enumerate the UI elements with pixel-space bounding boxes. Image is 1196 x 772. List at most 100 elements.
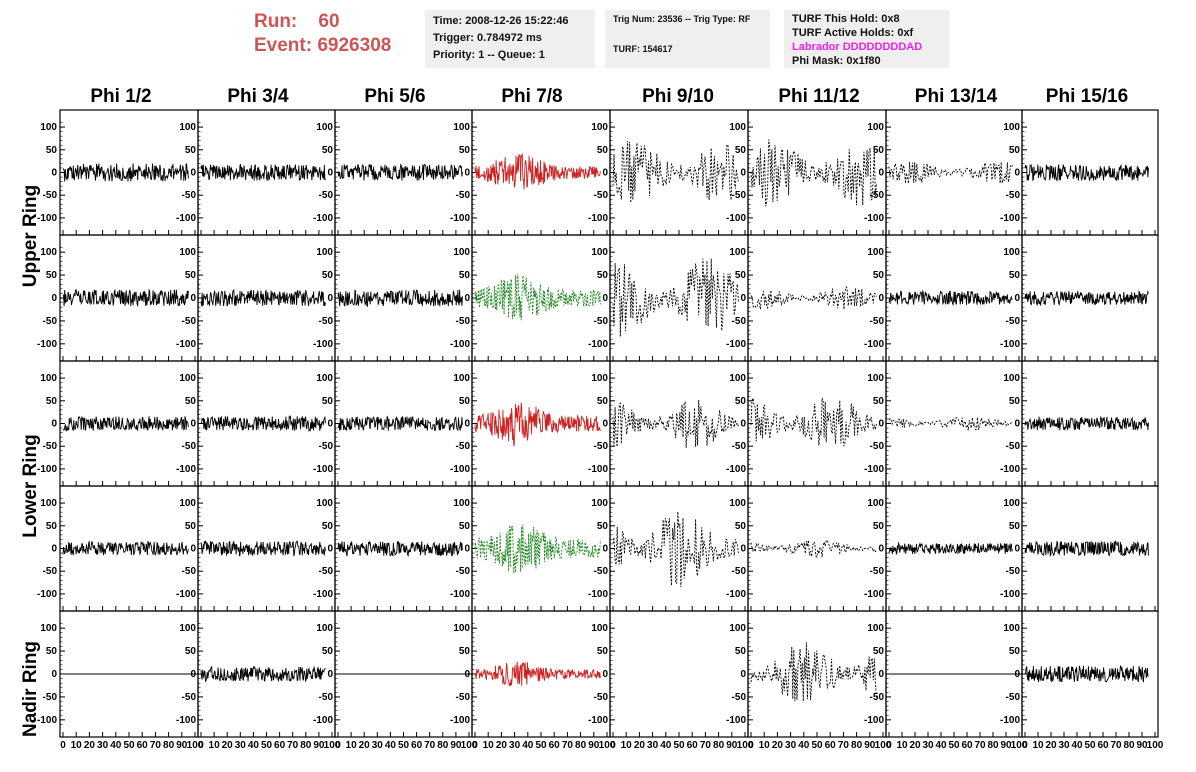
time-text: Time: 2008-12-26 15:22:46 — [433, 15, 569, 27]
y-tick-label: 50 — [735, 145, 747, 156]
panel-1-0: -100 -50 0 50 100 — [37, 234, 199, 362]
y-tick-label: -50 — [456, 692, 471, 703]
y-tick-label: 100 — [179, 498, 196, 509]
y-tick-label: 50 — [322, 521, 334, 532]
x-tick-label: 70 — [700, 740, 712, 751]
panel-0-7: -100 -50 0 50 100 — [1000, 109, 1159, 236]
x-tick-label: 30 — [785, 740, 797, 751]
x-tick-label: 100 — [1011, 740, 1028, 751]
y-tick-label: 0 — [602, 419, 608, 430]
waveform-line — [474, 153, 601, 190]
y-tick-label: -100 — [864, 339, 884, 350]
x-tick-label: 20 — [772, 740, 784, 751]
y-tick-label: 50 — [459, 396, 471, 407]
y-tick-label: -50 — [319, 441, 334, 452]
y-tick-label: -50 — [594, 190, 609, 201]
y-tick-label: -100 — [726, 589, 746, 600]
y-tick-label: -50 — [732, 692, 747, 703]
y-tick-label: 50 — [597, 646, 609, 657]
y-tick-label: 100 — [591, 247, 608, 258]
y-tick-label: 100 — [40, 247, 57, 258]
x-tick-label: 30 — [97, 740, 109, 751]
x-tick-label: 50 — [398, 740, 410, 751]
y-tick-label: 0 — [602, 669, 608, 680]
y-tick-label: 100 — [867, 623, 884, 634]
y-tick-label: 100 — [453, 498, 470, 509]
x-tick-label: 90 — [176, 740, 188, 751]
y-tick-label: -100 — [37, 339, 57, 350]
event-value: 6926308 — [317, 35, 392, 56]
y-tick-label: 100 — [453, 247, 470, 258]
y-tick-label: 50 — [185, 521, 197, 532]
y-tick-label: -50 — [870, 566, 885, 577]
y-tick-label: -100 — [176, 715, 196, 726]
panel-2-3: -100 -50 0 50 100 — [450, 360, 611, 487]
x-tick-label: 60 — [825, 740, 837, 751]
y-tick-label: 0 — [464, 293, 470, 304]
y-tick-label: 50 — [873, 646, 885, 657]
x-tick-label: 100 — [187, 740, 204, 751]
x-tick-label: 80 — [851, 740, 863, 751]
x-tick-label: 0 — [610, 740, 616, 751]
x-tick-label: 50 — [535, 740, 547, 751]
x-tick-label: 80 — [163, 740, 175, 751]
waveform-line — [750, 539, 877, 559]
y-tick-label: 100 — [453, 373, 470, 384]
y-tick-label: 100 — [316, 373, 333, 384]
y-tick-label: 0 — [878, 168, 884, 179]
y-tick-label: 0 — [1014, 168, 1020, 179]
y-tick-label: 0 — [51, 544, 57, 555]
panel-2-5: -100 -50 0 50 100 — [726, 360, 887, 487]
y-tick-label: -100 — [313, 715, 333, 726]
panel-1-4: -100 -50 0 50 100 — [588, 234, 749, 362]
waveform-line — [200, 415, 326, 432]
y-tick-label: -100 — [450, 464, 470, 475]
y-tick-label: 0 — [740, 419, 746, 430]
y-tick-label: -100 — [1000, 589, 1020, 600]
waveform-line — [888, 289, 1013, 307]
waveform-line — [337, 289, 463, 308]
panel-3-1: -100 -50 0 50 100 — [176, 485, 336, 612]
x-tick-label: 70 — [562, 740, 574, 751]
y-tick-label: 50 — [1009, 145, 1021, 156]
info-box-time: Time: 2008-12-26 15:22:46 Trigger: 0.784… — [425, 10, 595, 68]
waveform-line — [474, 524, 601, 574]
y-tick-label: -100 — [588, 589, 608, 600]
panel-3-6: -100 -50 0 50 100 — [864, 485, 1023, 612]
x-tick-label: 0 — [472, 740, 478, 751]
y-tick-label: -50 — [319, 316, 334, 327]
event-label: Event: — [254, 35, 313, 56]
turf-active-holds: TURF Active Holds: 0xf — [792, 27, 914, 39]
waveform-line — [612, 258, 739, 337]
y-tick-label: 0 — [740, 669, 746, 680]
x-tick-label: 30 — [922, 740, 934, 751]
waveform-line — [750, 139, 877, 207]
y-tick-label: 50 — [597, 396, 609, 407]
x-tick-label: 20 — [909, 740, 921, 751]
y-tick-label: 50 — [46, 521, 58, 532]
y-tick-label: 50 — [597, 521, 609, 532]
x-tick-label: 100 — [1147, 740, 1164, 751]
column-label-phi-5-6: Phi 5/6 — [364, 86, 426, 107]
panel-0-1: -100 -50 0 50 100 — [176, 109, 336, 236]
x-tick-label: 80 — [987, 740, 999, 751]
y-tick-label: -50 — [594, 566, 609, 577]
y-tick-label: -50 — [594, 316, 609, 327]
x-tick-label: 0 — [198, 740, 204, 751]
panel-3-3: -100 -50 0 50 100 — [450, 485, 611, 612]
y-tick-label: -100 — [37, 464, 57, 475]
y-tick-label: 0 — [740, 544, 746, 555]
y-tick-label: 100 — [179, 373, 196, 384]
y-tick-label: -100 — [588, 464, 608, 475]
column-label-phi-11-12: Phi 11/12 — [778, 86, 860, 107]
y-tick-label: 50 — [873, 145, 885, 156]
y-tick-label: 50 — [597, 145, 609, 156]
panel-3-7: -100 -50 0 50 100 — [1000, 485, 1159, 612]
y-tick-label: 50 — [322, 270, 334, 281]
run-value: 60 — [318, 11, 340, 32]
y-tick-label: 50 — [735, 646, 747, 657]
y-tick-label: -50 — [43, 316, 58, 327]
